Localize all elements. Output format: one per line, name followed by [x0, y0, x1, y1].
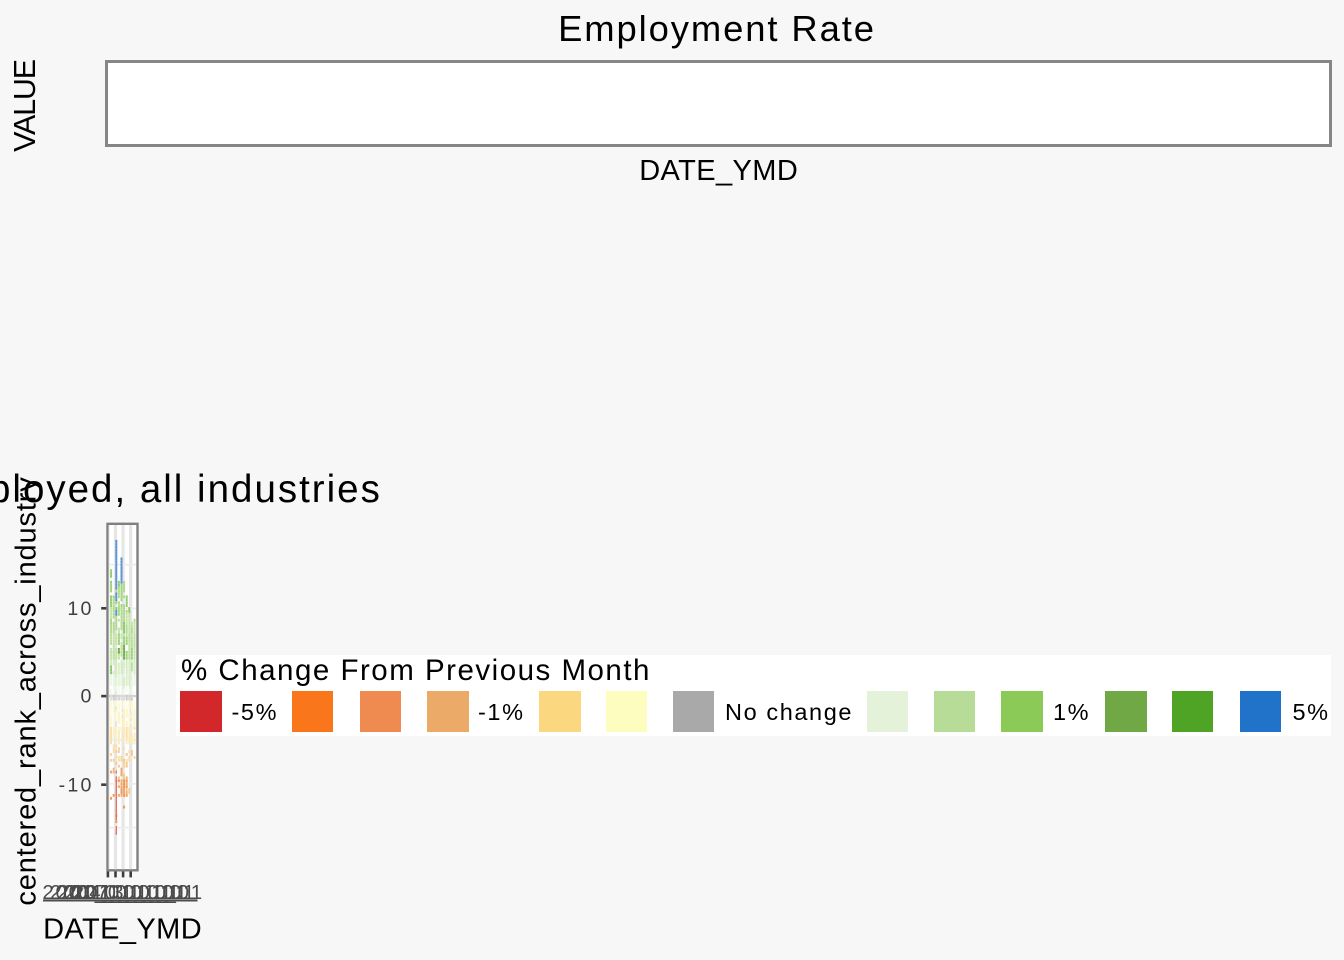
svg-text:0: 0: [80, 686, 93, 708]
svg-text:DATE_YMD: DATE_YMD: [43, 913, 202, 945]
svg-text:-10: -10: [59, 774, 94, 796]
svg-text:2001_01_01: 2001_01_01: [42, 881, 173, 904]
svg-text:2013_01_01: 2013_01_01: [73, 881, 204, 904]
svg-text:2010_01_01: 2010_01_01: [65, 881, 196, 904]
svg-text:10: 10: [67, 598, 93, 620]
svg-text:2007_01_01: 2007_01_01: [58, 881, 189, 904]
svg-text:2004_01_01: 2004_01_01: [50, 881, 181, 904]
